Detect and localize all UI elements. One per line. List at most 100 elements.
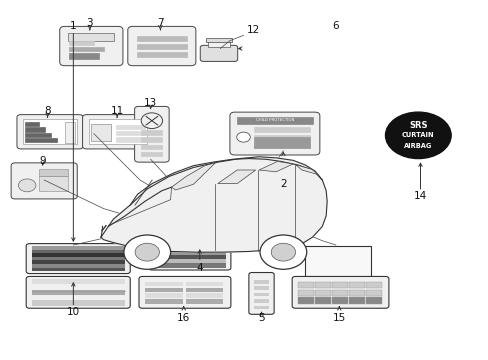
Bar (136, 52, 187, 57)
FancyBboxPatch shape (127, 26, 196, 66)
Bar (31, 264, 124, 267)
Bar (69, 41, 93, 45)
Circle shape (236, 132, 250, 142)
Text: 9: 9 (40, 156, 46, 166)
Bar (154, 255, 225, 259)
Bar (31, 249, 124, 253)
Bar (305, 246, 370, 280)
Circle shape (135, 243, 159, 261)
Text: CURTAIN: CURTAIN (401, 132, 434, 138)
Bar (366, 282, 381, 288)
Bar (366, 297, 381, 304)
Bar (25, 138, 57, 143)
Bar (31, 300, 124, 306)
Bar (254, 137, 309, 148)
Bar (141, 130, 162, 135)
Bar (207, 41, 229, 48)
Bar (64, 122, 75, 143)
Ellipse shape (385, 112, 450, 158)
Bar (253, 299, 269, 303)
Bar (237, 117, 312, 123)
Bar (314, 282, 330, 288)
Bar (154, 246, 225, 250)
Bar (31, 279, 124, 284)
FancyBboxPatch shape (82, 114, 153, 149)
Bar (253, 293, 269, 296)
Bar (154, 250, 225, 255)
Bar (89, 119, 147, 144)
Bar (23, 119, 77, 144)
Bar (254, 143, 309, 148)
Text: SRS: SRS (408, 121, 427, 130)
FancyBboxPatch shape (248, 273, 274, 314)
Bar (68, 33, 114, 41)
Bar (136, 44, 187, 49)
Bar (91, 123, 111, 141)
Text: 16: 16 (177, 312, 190, 323)
Bar (39, 176, 68, 191)
FancyBboxPatch shape (139, 276, 230, 308)
Bar (141, 145, 162, 149)
Text: 15: 15 (332, 312, 345, 323)
Text: 6: 6 (332, 21, 339, 31)
FancyBboxPatch shape (291, 276, 388, 308)
Bar (186, 282, 223, 287)
Text: 4: 4 (196, 262, 203, 273)
Bar (253, 280, 269, 284)
Bar (297, 289, 313, 296)
Bar (69, 53, 99, 59)
FancyBboxPatch shape (229, 112, 319, 155)
Bar (314, 297, 330, 304)
Bar (141, 138, 162, 142)
Bar (331, 297, 347, 304)
Text: 14: 14 (413, 191, 426, 201)
Bar (186, 293, 223, 298)
Bar (254, 135, 309, 140)
Bar (136, 36, 187, 41)
Bar (25, 122, 39, 126)
Bar (31, 267, 124, 271)
FancyBboxPatch shape (26, 276, 130, 308)
FancyBboxPatch shape (134, 107, 169, 162)
Bar (31, 290, 124, 295)
Bar (31, 246, 124, 249)
Bar (348, 289, 364, 296)
Bar (254, 127, 309, 132)
FancyBboxPatch shape (148, 244, 230, 270)
Bar (144, 293, 182, 298)
Bar (253, 287, 269, 290)
Bar (116, 131, 144, 135)
Bar (141, 152, 162, 157)
Circle shape (271, 243, 295, 261)
FancyBboxPatch shape (200, 45, 237, 62)
Circle shape (260, 235, 306, 269)
Polygon shape (101, 157, 326, 252)
Bar (31, 284, 124, 290)
Bar (31, 260, 124, 264)
FancyBboxPatch shape (26, 244, 130, 274)
Text: 12: 12 (246, 25, 259, 35)
Bar (331, 282, 347, 288)
Bar (297, 297, 313, 304)
Bar (31, 295, 124, 300)
Text: 8: 8 (44, 106, 51, 116)
Bar (186, 288, 223, 292)
Text: 3: 3 (86, 18, 93, 28)
Bar (144, 282, 182, 287)
Bar (331, 289, 347, 296)
Polygon shape (295, 165, 318, 175)
Bar (25, 127, 44, 132)
Polygon shape (259, 161, 292, 172)
Bar (116, 125, 144, 129)
Bar (297, 282, 313, 288)
Text: CHILD PROTECTION: CHILD PROTECTION (255, 118, 293, 122)
Text: 7: 7 (157, 18, 163, 28)
Text: AIRBAG: AIRBAG (403, 143, 431, 149)
Circle shape (123, 235, 170, 269)
Text: 2: 2 (280, 179, 286, 189)
Bar (154, 263, 225, 267)
FancyBboxPatch shape (60, 26, 122, 66)
Bar (154, 259, 225, 263)
Bar (116, 138, 144, 142)
Polygon shape (171, 163, 215, 190)
